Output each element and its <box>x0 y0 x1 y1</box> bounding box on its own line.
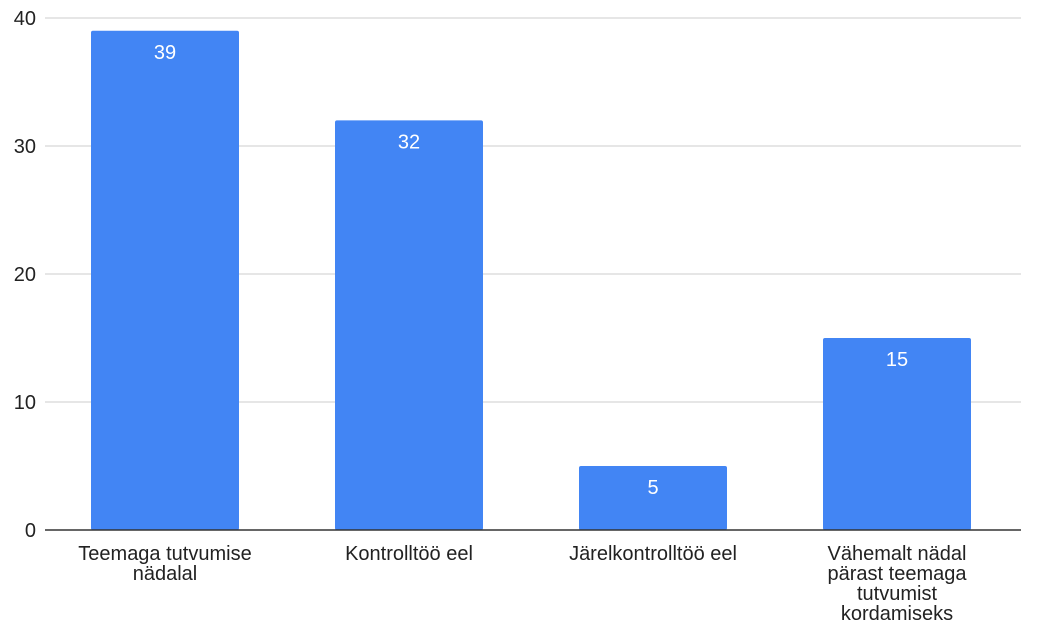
bar <box>91 30 239 531</box>
bar-value-label: 5 <box>647 477 658 499</box>
x-category-label: Vähemalt nädal <box>828 543 967 565</box>
x-category-label: Järelkontrolltöö eel <box>569 543 737 565</box>
x-category-label: Kontrolltöö eel <box>345 543 473 565</box>
x-category-label: kordamiseks <box>841 603 953 625</box>
bar-value-label: 39 <box>154 42 176 64</box>
x-category-label: nädalal <box>133 563 198 585</box>
bar <box>335 120 483 531</box>
bars <box>91 30 971 531</box>
x-category-label: tutvumist <box>857 583 937 605</box>
y-tick-label: 0 <box>25 520 36 542</box>
data-labels: 39 32 5 15 <box>154 42 908 499</box>
y-tick-label: 40 <box>14 8 36 30</box>
bar <box>579 466 727 530</box>
y-tick-label: 10 <box>14 392 36 414</box>
x-category-label: pärast teemaga <box>828 563 968 585</box>
y-tick-label: 20 <box>14 264 36 286</box>
y-axis-ticks: 0 10 20 30 40 <box>14 8 36 542</box>
bar-value-label: 32 <box>398 131 420 153</box>
y-tick-label: 30 <box>14 136 36 158</box>
bar <box>823 338 971 530</box>
x-category-label: Teemaga tutvumise <box>78 543 251 565</box>
bar-value-label: 15 <box>886 349 908 371</box>
